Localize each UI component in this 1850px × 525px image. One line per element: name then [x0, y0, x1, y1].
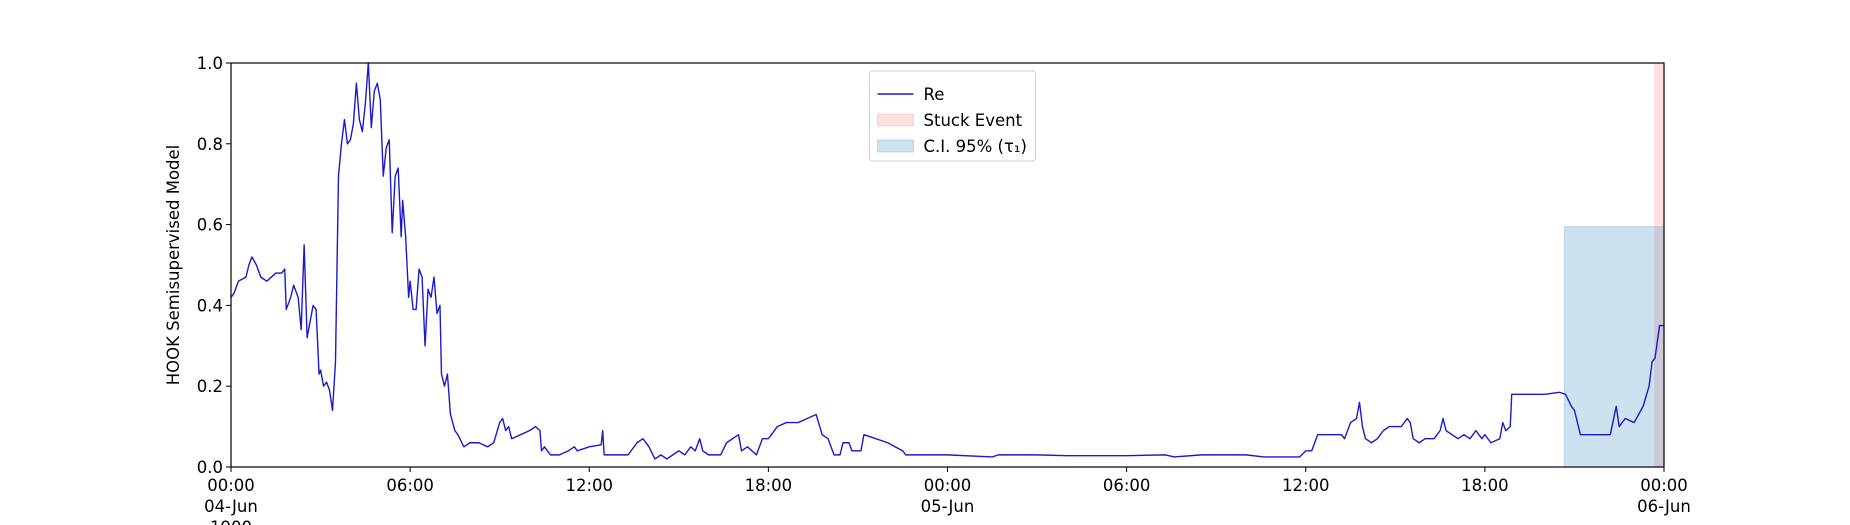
x-tick-label: 06:00 — [386, 476, 434, 495]
x-tick-label: 00:00 05-Jun — [920, 476, 975, 516]
y-tick-label: 0.6 — [197, 216, 223, 235]
legend-label: Stuck Event — [924, 111, 1023, 130]
x-tick-label: 06:00 — [1102, 476, 1151, 495]
y-tick-label: 0.0 — [197, 458, 223, 477]
x-tick-label: 12:00 — [1281, 476, 1330, 495]
y-axis-label: HOOK Semisupervised Model — [164, 145, 183, 386]
legend-patch — [877, 113, 914, 127]
legend-patch — [877, 139, 914, 153]
y-tick-label: 0.4 — [197, 296, 223, 315]
x-tick-label: 00:00 06-Jun — [1637, 476, 1691, 516]
y-tick-label: 1.0 — [197, 54, 223, 73]
legend: Re Stuck Event C.I. 95% (τ₁) — [869, 70, 1036, 162]
x-tick-label: 12:00 — [565, 476, 614, 495]
x-tick-label: 18:00 — [1461, 476, 1509, 495]
band — [1563, 226, 1665, 468]
y-tick-label: 0.2 — [197, 377, 223, 396]
x-tick-label: 18:00 — [744, 476, 793, 495]
x-tick-label: 00:00 04-Jun 1900 — [204, 476, 258, 525]
band — [1654, 63, 1664, 467]
legend-label: C.I. 95% (τ₁) — [924, 137, 1027, 156]
y-tick-label: 0.8 — [197, 135, 223, 154]
line — [230, 62, 1664, 460]
legend-label: Re — [924, 85, 945, 104]
